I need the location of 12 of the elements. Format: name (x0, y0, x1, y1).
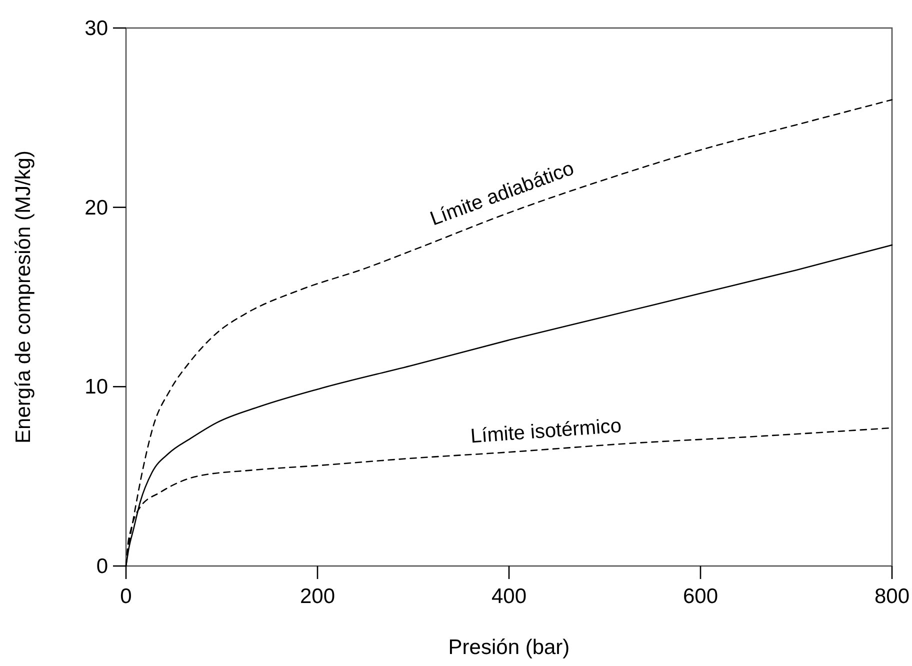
x-tick-label: 600 (682, 585, 718, 608)
y-tick-label: 20 (84, 196, 108, 220)
x-tick-label: 800 (874, 585, 910, 608)
x-tick-label: 0 (120, 585, 132, 608)
x-tick-label: 400 (491, 585, 527, 608)
y-tick-label: 10 (84, 376, 108, 399)
x-tick-label: 200 (300, 585, 336, 608)
series-label: Límite isotérmico (470, 415, 622, 448)
y-tick-label: 0 (96, 555, 108, 578)
x-axis-title: Presión (bar) (448, 636, 570, 659)
y-axis-title: Energía de compresión (MJ/kg) (12, 150, 35, 444)
y-tick-label: 30 (84, 17, 108, 40)
